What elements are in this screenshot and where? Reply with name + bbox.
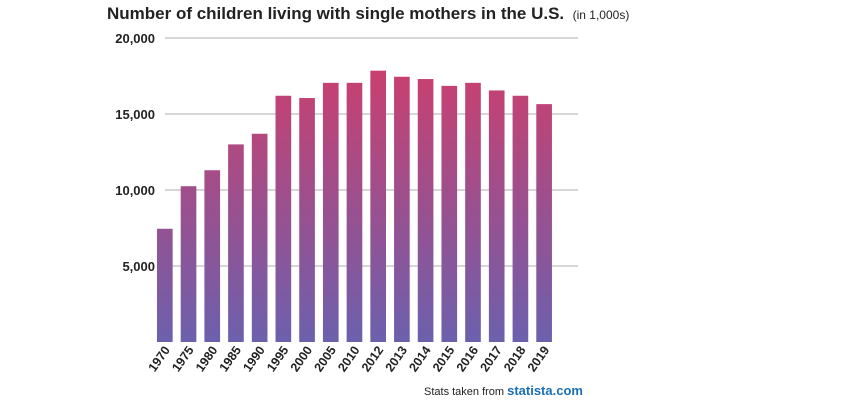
y-tick-label: 10,000: [115, 183, 155, 198]
bar-2017: [488, 90, 505, 342]
bar-2014: [417, 79, 434, 342]
bar-2010: [346, 82, 363, 342]
x-tick-label: 2013: [383, 344, 410, 375]
bar-2015: [441, 85, 458, 342]
x-tick-label: 1970: [146, 344, 173, 375]
x-tick-label: 2010: [335, 344, 362, 375]
chart-title-text: Number of children living with single mo…: [107, 4, 565, 23]
source-credit: Stats taken from statista.com: [424, 383, 583, 398]
x-tick-label: 2018: [501, 344, 528, 375]
chart-unit-note: (in 1,000s): [572, 8, 630, 22]
x-tick-label: 1985: [217, 344, 244, 375]
bar-2016: [465, 82, 481, 342]
x-tick-label: 2005: [312, 344, 339, 375]
x-tick-label: 1980: [193, 344, 220, 375]
bar-2018: [512, 95, 529, 342]
bar-1980: [204, 170, 221, 342]
y-tick-label: 20,000: [115, 31, 155, 46]
bar-2000: [299, 98, 315, 342]
y-tick-label: 15,000: [115, 107, 155, 122]
bar-1990: [251, 133, 268, 342]
x-tick-label: 1975: [169, 344, 196, 375]
bars: [157, 70, 552, 343]
y-tick-label: 5,000: [122, 259, 155, 274]
x-tick-label: 1990: [240, 344, 267, 375]
x-axis-labels: 1970197519801985199019952000200520102012…: [146, 344, 553, 375]
bar-2012: [370, 70, 386, 343]
bar-1985: [228, 144, 244, 342]
x-tick-label: 2012: [359, 344, 386, 375]
x-tick-label: 2016: [454, 344, 481, 375]
bar-1975: [180, 186, 197, 342]
x-tick-label: 2014: [406, 344, 433, 375]
bar-2005: [322, 82, 339, 342]
bar-2019: [536, 104, 552, 343]
x-tick-label: 2017: [477, 344, 504, 375]
bar-2013: [394, 76, 410, 342]
x-tick-label: 2019: [525, 344, 552, 375]
source-brand-link[interactable]: statista.com: [507, 383, 583, 398]
chart-title: Number of children living with single mo…: [107, 4, 629, 24]
x-tick-label: 1995: [264, 344, 291, 375]
x-tick-label: 2000: [288, 344, 315, 375]
y-axis-labels: 5,000 10,000 15,000 20,000: [115, 31, 155, 274]
bar-1970: [157, 228, 173, 342]
bar-1995: [275, 95, 292, 342]
source-prefix: Stats taken from: [424, 386, 505, 398]
x-tick-label: 2015: [430, 344, 457, 375]
